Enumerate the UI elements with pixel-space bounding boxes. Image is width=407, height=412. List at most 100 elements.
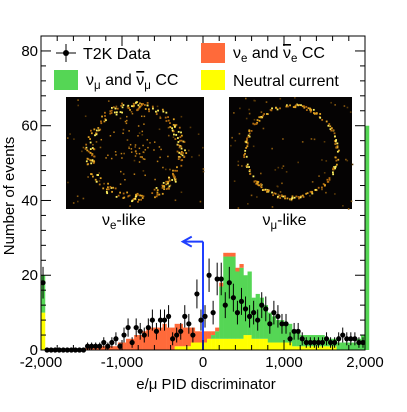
data-point-37 [190,332,196,338]
inset-ring-hit [90,173,92,175]
muon-ring-event-display [229,97,352,209]
inset-noise-hit [311,181,314,183]
inset-ring-hit [142,195,145,198]
x-axis-title: e/μ PID discriminator [136,376,276,393]
inset-ring-hit [172,123,175,126]
inset-ring-hit [156,193,159,196]
inset-noise-hit [346,159,349,162]
inset-noise-hit [92,143,94,146]
bar-nue_cc-49 [239,264,244,268]
inset-ring-hit [279,197,282,199]
data-point-44 [218,276,224,282]
inset-ring-hit [165,183,168,186]
inset-noise-hit [323,140,326,143]
inset-ring-hit [87,150,90,153]
inset-ring-hit [315,189,318,192]
inset-ring-hit [326,178,329,181]
inset-ring-hit [95,180,98,183]
inset-ring-hit [114,187,117,190]
inset-ring-hit [161,108,164,111]
axes: -2,000 -1,000 0 1,000 2,000 0 20 40 60 80 [20,35,384,371]
inset-inner-hit [105,157,107,159]
inset-ring-hit [183,141,186,143]
inset-ring-hit [102,187,105,190]
inset-noise-hit [349,111,352,113]
inset-inner-hit [122,132,124,135]
inset-ring-hit [116,107,119,110]
inset-ring-hit [246,163,249,166]
inset-noise-hit [248,112,251,115]
inset-label: νe-like [102,212,146,232]
inset-ring-hit [172,174,175,177]
bar-numu_cc-74 [340,342,345,350]
inset-ring-hit [249,173,251,175]
inset-ring-hit [263,113,266,115]
inset-ring-hit [173,133,175,136]
inset-ring-hit [256,183,259,186]
inset-noise-hit [82,197,85,200]
inset-inner-hit [107,154,109,157]
inset-ring-hit [177,141,180,143]
inset-ring-hit [162,181,165,184]
data-point-20 [121,332,127,338]
inset-noise-hit [141,134,144,136]
data-point-51 [246,313,253,319]
data-point-60 [283,321,289,327]
inset-noise-hit [115,105,118,108]
inset-ring-hit [332,168,335,171]
inset-ring-hit [121,111,124,114]
inset-ring-hit [311,191,313,194]
inset-noise-hit [84,115,87,118]
inset-ring-hit [297,196,300,198]
inset-noise-hit [260,111,263,113]
inset-ring-hit [336,142,339,145]
inset-ring-hit [178,126,181,129]
inset-ring-hit [307,107,310,110]
data-point-69 [319,339,326,346]
inset-inner-hit [126,115,128,118]
inset-ring-hit [332,129,335,132]
inset-ring-hit [286,197,289,200]
bar-numu_cc-75 [344,342,349,350]
inset-ring-hit [115,111,118,114]
data-point-59 [279,321,285,327]
data-point-23 [133,324,139,331]
inset-inner-hit [129,143,132,146]
inset-ring-hit [184,149,186,152]
inset-noise-hit [174,199,177,202]
inset-ring-hit [332,173,335,176]
inset-noise-hit [234,139,237,142]
inset-ring-hit [135,193,137,196]
inset-ring-hit [284,197,286,200]
inset-ring-hit [98,129,101,131]
inset-ring-hit [169,122,171,125]
bar-nue_cc-48 [235,267,240,272]
bar-nue_cc-27 [150,327,155,350]
bar-neutral_current-52 [251,338,256,350]
inset-ring-hit [161,186,164,189]
data-point-30 [161,317,168,323]
inset-ring-hit [260,116,263,119]
data-point-17 [109,339,115,346]
inset-ring-hit [253,123,256,126]
inset-inner-hit [109,135,112,137]
inset-noise-hit [149,141,151,144]
bar-numu_cc-42 [211,335,216,339]
bar-neutral_current-40 [203,342,208,350]
inset-ring-hit [111,190,113,193]
inset-ring-hit [93,160,95,163]
inset-ring-hit [99,128,102,131]
bar-neutral_current-55 [263,338,268,350]
inset-ring-hit [249,169,251,171]
inset-ring-hit [133,104,135,107]
legend-label-data: T2K Data [83,46,151,63]
inset-ring-hit [176,150,179,153]
inset-noise-hit [87,176,89,178]
inset-inner-hit [159,156,161,159]
inset-ring-hit [178,146,181,149]
inset-ring-hit [127,104,130,107]
data-point-67 [311,339,317,346]
bar-neutral_current-50 [243,335,248,350]
inset-noise-hit [346,106,349,109]
electron-ring-event-display [66,97,204,209]
